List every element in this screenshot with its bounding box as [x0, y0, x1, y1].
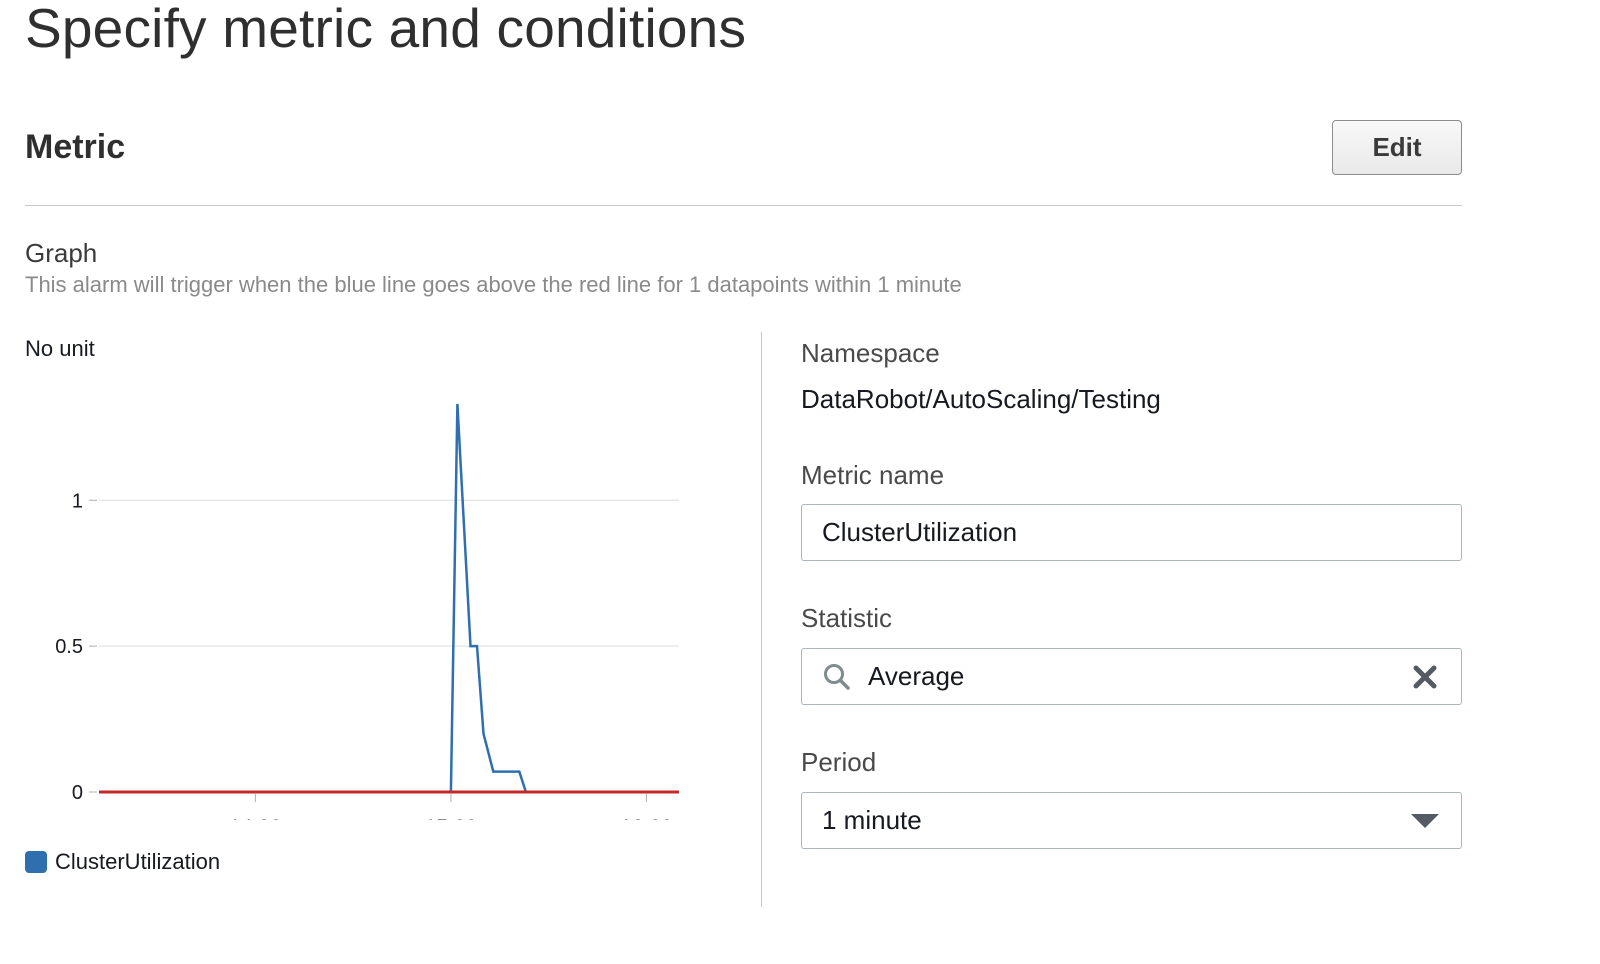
statistic-input[interactable]: Average	[801, 648, 1462, 705]
period-label: Period	[801, 747, 877, 777]
x-tick-label: 15:00	[425, 816, 478, 820]
panel-divider	[761, 332, 762, 907]
section-divider	[25, 205, 1462, 206]
legend-label: ClusterUtilization	[55, 849, 221, 874]
graph-description: This alarm will trigger when the blue li…	[25, 272, 962, 297]
metric-name-value: ClusterUtilization	[822, 517, 1018, 547]
y-tick-label: 1	[72, 490, 83, 512]
statistic-value: Average	[868, 661, 965, 691]
statistic-label: Statistic	[801, 603, 893, 633]
metric-name-input[interactable]: ClusterUtilization	[801, 504, 1462, 561]
page-title: Specify metric and conditions	[25, 0, 747, 59]
x-tick-label: 14:00	[229, 816, 282, 820]
metric-name-label: Metric name	[801, 460, 945, 490]
namespace-label: Namespace	[801, 338, 940, 368]
close-icon[interactable]	[1405, 657, 1445, 697]
chart-unit-label: No unit	[25, 336, 95, 361]
search-icon	[822, 662, 852, 692]
period-select[interactable]: 1 minute	[801, 792, 1462, 849]
y-tick-label: 0	[72, 782, 83, 804]
chart-legend: ClusterUtilization	[25, 849, 220, 875]
legend-swatch	[25, 851, 47, 873]
edit-button[interactable]: Edit	[1332, 120, 1462, 175]
namespace-value: DataRobot/AutoScaling/Testing	[801, 384, 1161, 414]
series-line-cluster-utilization	[449, 403, 528, 793]
caret-down-icon[interactable]	[1405, 801, 1445, 841]
y-tick-label: 0.5	[55, 636, 83, 658]
metric-section-title: Metric	[25, 128, 126, 166]
period-value: 1 minute	[822, 805, 922, 835]
metric-chart: 0 0.5 1 14:00 15:00 16:00	[55, 403, 679, 820]
x-tick-label: 16:00	[620, 816, 673, 820]
graph-heading: Graph	[25, 238, 98, 268]
